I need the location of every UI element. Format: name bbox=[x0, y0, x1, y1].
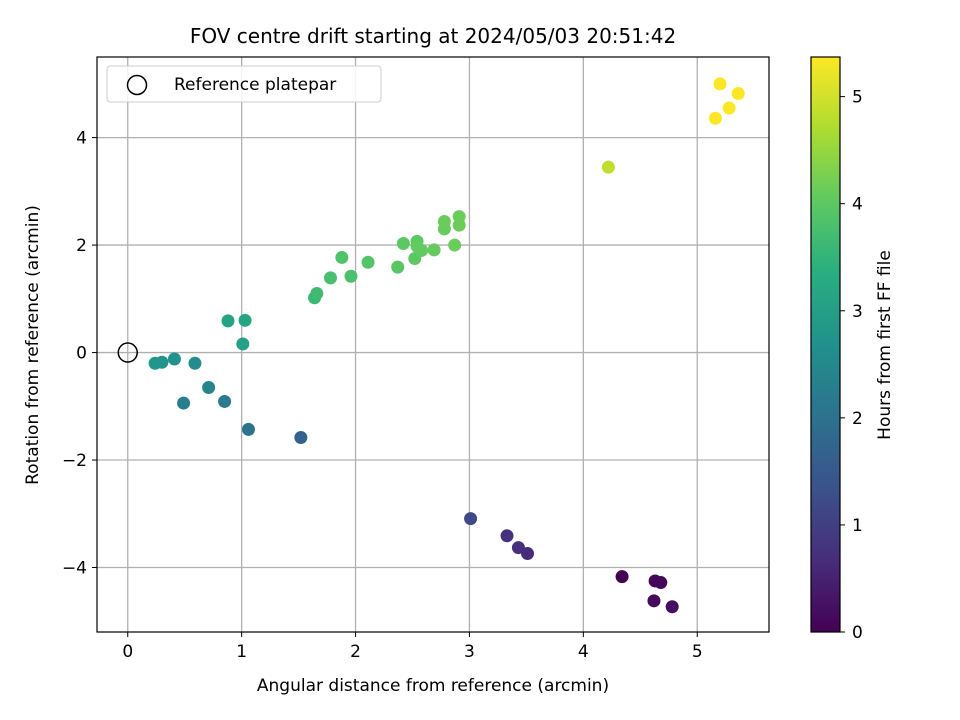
data-point bbox=[731, 87, 745, 101]
data-point bbox=[647, 594, 661, 608]
data-point bbox=[500, 529, 514, 543]
data-point bbox=[177, 396, 191, 410]
y-tick-label: 2 bbox=[76, 236, 87, 256]
data-point bbox=[452, 210, 466, 224]
data-point bbox=[218, 394, 232, 408]
data-point bbox=[654, 576, 668, 590]
data-point bbox=[722, 101, 736, 115]
data-point bbox=[713, 77, 727, 91]
data-point bbox=[236, 337, 250, 351]
legend-reference-marker bbox=[126, 74, 148, 96]
data-point bbox=[396, 236, 410, 250]
data-point bbox=[511, 541, 525, 555]
x-tick-label: 3 bbox=[464, 642, 475, 662]
grid-lines bbox=[97, 57, 769, 632]
x-tick-label: 5 bbox=[692, 642, 703, 662]
y-tick-label: −4 bbox=[62, 559, 87, 579]
colorbar-ticks: 0 1 2 3 4 5 bbox=[840, 88, 863, 643]
data-point bbox=[188, 356, 202, 370]
data-point bbox=[615, 570, 629, 584]
data-point bbox=[391, 260, 405, 274]
colorbar-label: Hours from first FF file bbox=[875, 250, 895, 440]
y-tick-label: 4 bbox=[76, 129, 87, 149]
data-point bbox=[601, 160, 615, 174]
data-point bbox=[238, 313, 252, 327]
x-tick-label: 2 bbox=[350, 642, 361, 662]
data-point bbox=[241, 422, 255, 436]
colorbar-tick-label: 0 bbox=[852, 623, 863, 643]
colorbar-tick-label: 3 bbox=[852, 302, 863, 322]
data-point bbox=[148, 356, 162, 370]
data-point bbox=[221, 314, 235, 328]
plot-area-frame bbox=[96, 56, 770, 633]
y-axis-label: Rotation from reference (arcmin) bbox=[23, 205, 43, 485]
x-axis-label: Angular distance from reference (arcmin) bbox=[257, 676, 609, 696]
reference-platepar-marker bbox=[117, 342, 139, 363]
data-point bbox=[708, 111, 722, 125]
colorbar-tick-label: 5 bbox=[852, 88, 863, 108]
x-axis-ticks: 0 1 2 3 4 5 bbox=[122, 632, 703, 662]
data-point bbox=[415, 243, 429, 257]
legend: Reference platepar bbox=[106, 65, 382, 103]
data-point bbox=[310, 286, 324, 300]
colorbar-tick-label: 2 bbox=[852, 409, 863, 429]
colorbar bbox=[810, 56, 841, 633]
y-axis-ticks: −4 −2 0 2 4 bbox=[62, 129, 97, 579]
data-point bbox=[437, 214, 451, 228]
data-point bbox=[361, 255, 375, 269]
data-point bbox=[665, 600, 679, 614]
legend-label: Reference platepar bbox=[174, 75, 336, 95]
data-point bbox=[202, 380, 216, 394]
data-point bbox=[167, 352, 181, 366]
data-point bbox=[464, 512, 478, 526]
data-point bbox=[335, 250, 349, 264]
data-point bbox=[427, 243, 441, 257]
legend-box bbox=[106, 65, 382, 103]
y-tick-label: 0 bbox=[76, 344, 87, 364]
x-tick-label: 1 bbox=[236, 642, 247, 662]
colorbar-tick-label: 1 bbox=[852, 516, 863, 536]
colorbar-tick-label: 4 bbox=[852, 195, 863, 215]
x-tick-label: 4 bbox=[578, 642, 589, 662]
data-point bbox=[323, 271, 337, 285]
data-point bbox=[344, 269, 358, 283]
x-tick-label: 0 bbox=[122, 642, 133, 662]
data-point bbox=[448, 238, 462, 252]
data-points bbox=[148, 77, 745, 614]
y-tick-label: −2 bbox=[62, 451, 87, 471]
chart-title: FOV centre drift starting at 2024/05/03 … bbox=[190, 24, 676, 48]
data-point bbox=[294, 430, 308, 444]
